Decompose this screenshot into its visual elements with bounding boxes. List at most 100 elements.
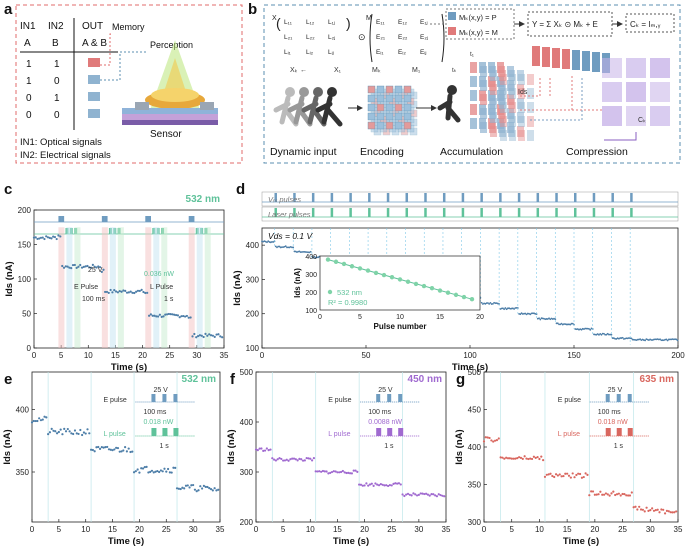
y-tick-label-c: 100 bbox=[18, 275, 32, 284]
l-pulse-bar-e bbox=[173, 428, 179, 436]
legend-p-swatch bbox=[448, 12, 456, 20]
data-point-c bbox=[88, 266, 91, 269]
data-point-d bbox=[292, 246, 295, 249]
data-point-g bbox=[492, 440, 495, 443]
data-point-e bbox=[199, 485, 202, 488]
e-pulse-bar-e bbox=[151, 394, 156, 402]
inset-y-tick-d: 300 bbox=[305, 272, 317, 279]
inset-x-label-d: Pulse number bbox=[374, 322, 427, 331]
x-tick-label-g: 30 bbox=[646, 525, 655, 534]
data-point-g bbox=[621, 492, 624, 496]
pulse-row-label-d: Laser pulses bbox=[268, 210, 311, 219]
matrix-x-entries: L₁₁ L₁₂ L₁ⱼ L₂₁ L₂₂ L₂ⱼ Lᵢ₁ Lᵢ₂ Lᵢⱼ bbox=[284, 19, 335, 56]
chart-title-f: 450 nm bbox=[408, 374, 443, 385]
data-point-e bbox=[102, 446, 105, 449]
inset-x-tick-d: 5 bbox=[358, 314, 362, 321]
data-point-g bbox=[566, 472, 569, 475]
pulse-mark-d bbox=[611, 208, 614, 217]
data-point-c bbox=[198, 334, 202, 337]
inset-r2-d: R² = 0.9980 bbox=[328, 298, 367, 307]
data-point-c bbox=[98, 266, 102, 269]
data-point-c bbox=[114, 290, 118, 293]
l-pulse-label-f: L pulse bbox=[328, 431, 350, 438]
data-point-f bbox=[327, 472, 330, 475]
data-point-e bbox=[34, 419, 37, 423]
data-point-f bbox=[406, 492, 410, 495]
data-point-f bbox=[321, 469, 325, 473]
pulse-mark-d bbox=[480, 208, 483, 217]
data-point-e bbox=[213, 487, 216, 490]
data-point-e bbox=[161, 470, 164, 473]
panel-label-f: f bbox=[230, 371, 236, 388]
data-point-c bbox=[32, 236, 36, 239]
data-point-c bbox=[93, 265, 96, 268]
l-pulse-bar-g bbox=[627, 428, 633, 436]
data-point-e bbox=[86, 428, 89, 431]
truth-table-rows: 1 1 1 0 0 1 0 0 bbox=[26, 58, 100, 121]
pulse-mark-d bbox=[536, 193, 540, 202]
data-point-g bbox=[530, 457, 534, 461]
data-point-g bbox=[627, 494, 630, 497]
matrix-x-entry: L₂₁ bbox=[284, 34, 293, 41]
data-point-d bbox=[498, 303, 501, 305]
data-point-c bbox=[43, 237, 46, 241]
x1-label: X₁ bbox=[334, 67, 342, 74]
data-point-c bbox=[204, 332, 207, 335]
data-point-f bbox=[305, 456, 308, 460]
e-pulse-width-g: 100 ms bbox=[598, 409, 621, 416]
data-point-c bbox=[73, 263, 76, 267]
data-point-e bbox=[43, 415, 46, 418]
data-point-f bbox=[310, 459, 314, 462]
ck-label: Cₖ bbox=[638, 117, 646, 124]
data-point-f bbox=[350, 472, 354, 475]
y-tick-label-f: 500 bbox=[240, 368, 254, 377]
data-point-e bbox=[84, 432, 87, 435]
data-point-f bbox=[307, 457, 310, 460]
data-point-f bbox=[332, 470, 335, 473]
y-tick-label-g: 500 bbox=[468, 368, 482, 377]
data-point-c bbox=[68, 266, 71, 269]
panel-label-e: e bbox=[4, 371, 12, 388]
chart-title-g: 635 nm bbox=[640, 374, 675, 385]
data-point-g bbox=[556, 474, 560, 477]
x-tick-label-c: 25 bbox=[165, 351, 174, 360]
data-point-f bbox=[392, 482, 395, 485]
data-point-f bbox=[423, 492, 426, 496]
x-tick-label-f: 35 bbox=[442, 525, 451, 534]
band-green-c bbox=[161, 227, 168, 348]
data-point-g bbox=[597, 493, 600, 496]
data-point-g bbox=[564, 472, 567, 475]
e-pulse-mark-c bbox=[61, 216, 65, 222]
data-point-g bbox=[567, 474, 571, 477]
data-point-c bbox=[191, 335, 194, 338]
data-point-f bbox=[263, 449, 267, 452]
panel-label-a: a bbox=[4, 1, 13, 18]
inset-point-d bbox=[357, 266, 363, 271]
band-red-c bbox=[101, 227, 108, 348]
data-point-f bbox=[386, 484, 390, 488]
data-point-e bbox=[141, 467, 145, 470]
pulse-mark-d bbox=[330, 193, 334, 202]
band-blue-c bbox=[153, 227, 160, 348]
data-point-g bbox=[571, 472, 574, 475]
data-point-c bbox=[111, 291, 114, 294]
pulse-mark-d bbox=[405, 193, 409, 202]
col-in2: IN2 bbox=[48, 21, 64, 32]
data-point-f bbox=[439, 493, 442, 497]
data-point-c bbox=[164, 313, 167, 316]
x-tick-label-g: 10 bbox=[535, 525, 544, 534]
e-pulse-mark-c bbox=[188, 216, 192, 222]
data-point-e bbox=[30, 421, 34, 424]
data-point-d bbox=[621, 336, 624, 339]
data-point-f bbox=[336, 471, 339, 474]
data-point-c bbox=[209, 334, 213, 337]
data-point-e bbox=[170, 471, 173, 474]
data-point-e bbox=[168, 471, 171, 474]
e-pulse-width-f: 100 ms bbox=[368, 409, 391, 416]
pulse-mark-d bbox=[424, 208, 427, 217]
data-point-e bbox=[73, 429, 77, 432]
pulse-mark-d bbox=[293, 208, 296, 217]
data-point-e bbox=[127, 447, 130, 450]
data-point-g bbox=[525, 457, 528, 460]
data-point-e bbox=[131, 450, 134, 453]
